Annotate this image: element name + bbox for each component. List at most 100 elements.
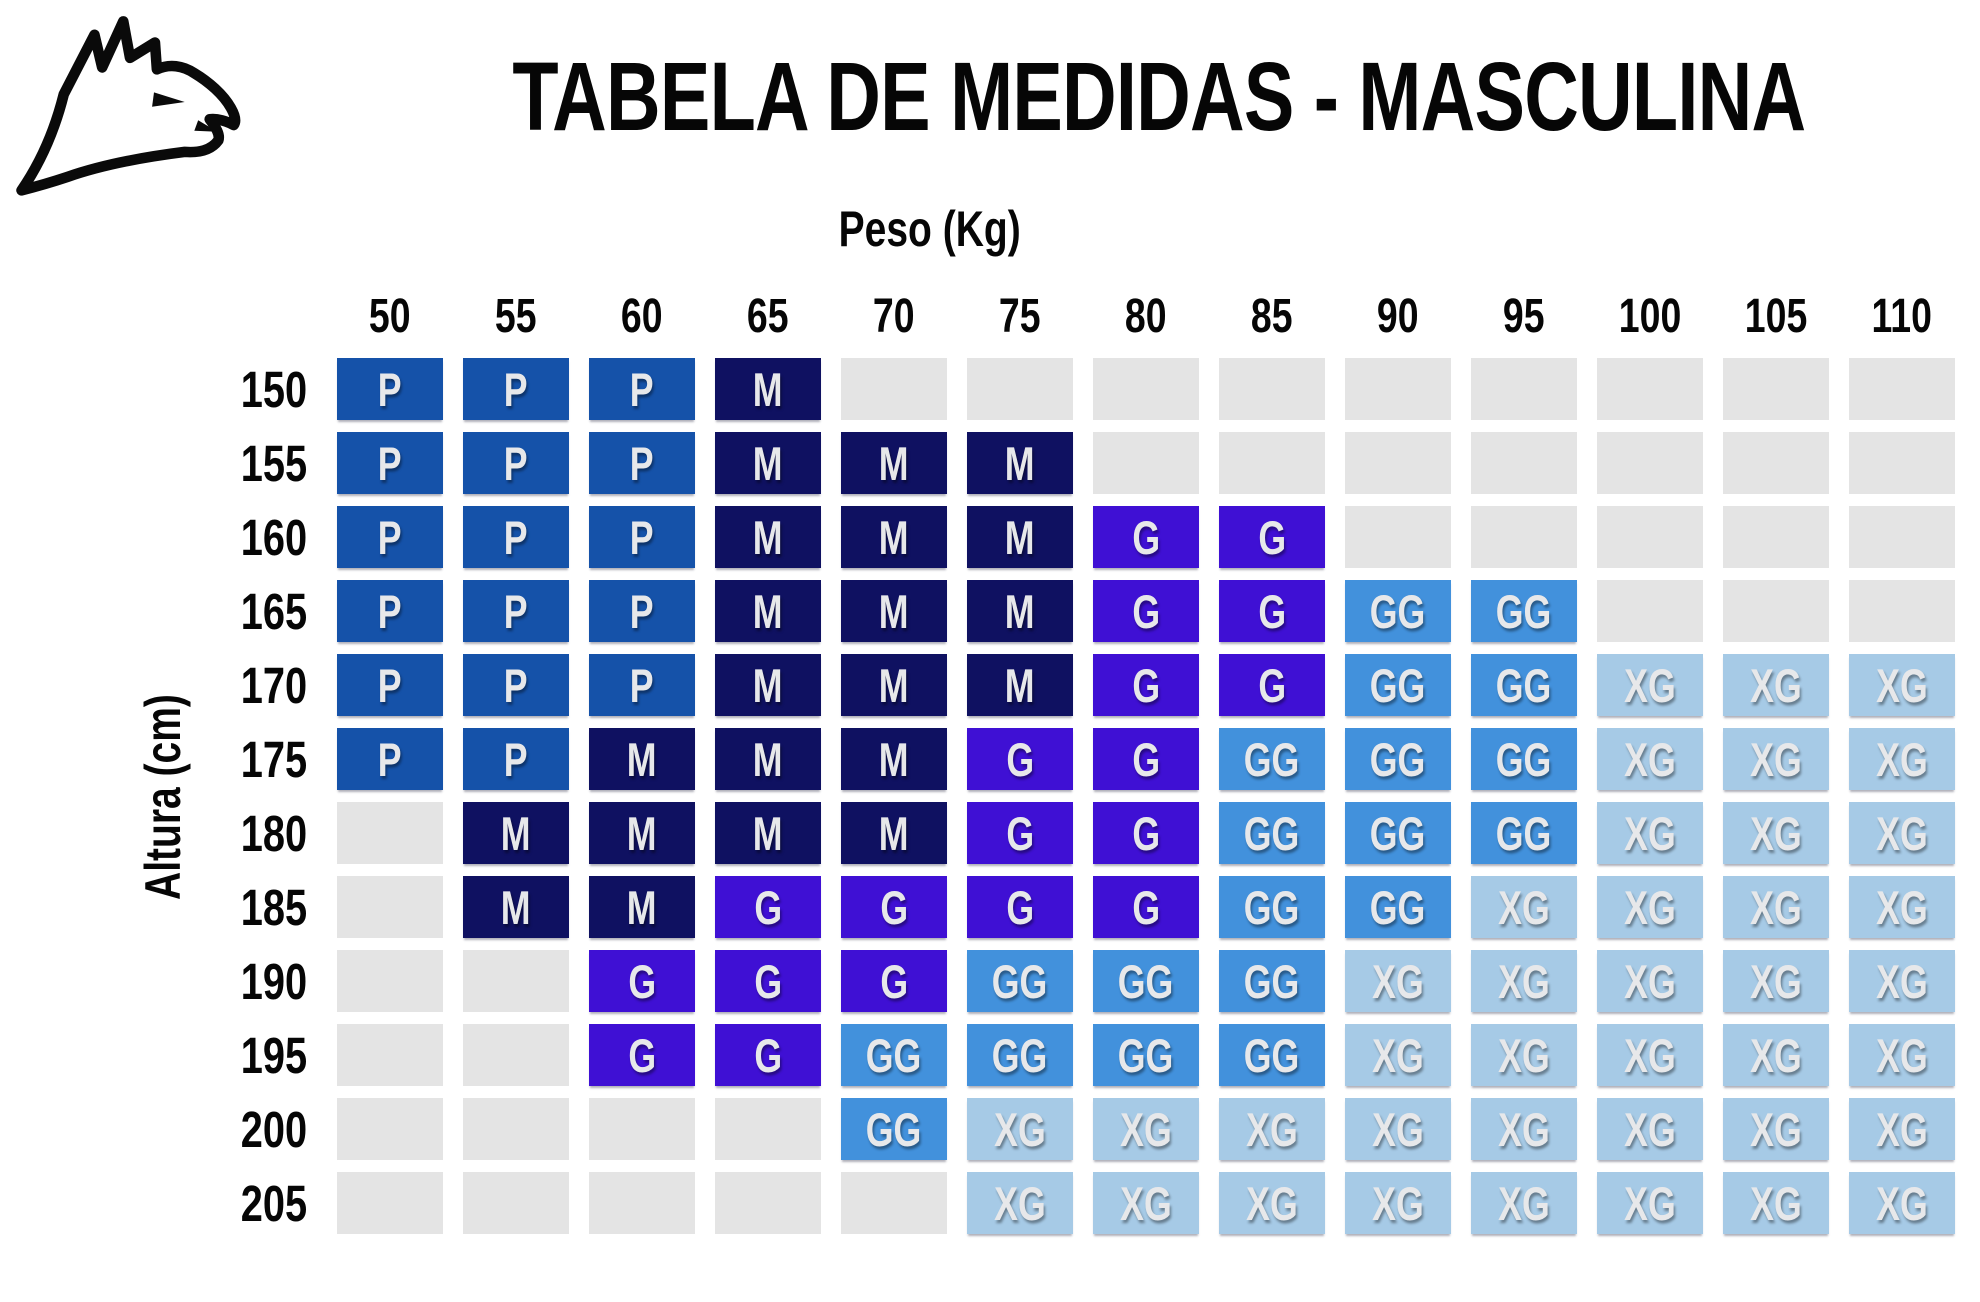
size-cell-text: XG <box>1876 1102 1928 1156</box>
size-cell-empty <box>1345 432 1451 494</box>
size-cell-empty <box>1219 432 1325 494</box>
size-cell-text: M <box>753 510 783 564</box>
size-cell-g: G <box>1093 654 1199 716</box>
size-cell-empty <box>337 1024 443 1086</box>
size-cell-empty <box>1723 432 1829 494</box>
size-cell-text: XG <box>1498 880 1550 934</box>
size-cell-text: XG <box>1876 732 1928 786</box>
size-cell-text: GG <box>1244 954 1300 1008</box>
size-cell-text: M <box>627 880 657 934</box>
size-cell-text: G <box>1132 880 1160 934</box>
size-cell-p: P <box>463 728 569 790</box>
size-cell-text: XG <box>1876 806 1928 860</box>
size-cell-xg: XG <box>1345 1172 1451 1234</box>
size-cell-gg: GG <box>1345 876 1451 938</box>
size-cell-text: XG <box>1624 880 1676 934</box>
size-cell-xg: XG <box>1723 728 1829 790</box>
size-cell-xg: XG <box>1345 1098 1451 1160</box>
weight-column-header: 90 <box>1345 284 1451 346</box>
size-cell-p: P <box>337 432 443 494</box>
size-cell-gg: GG <box>1219 950 1325 1012</box>
height-row-label: 195 <box>177 1024 317 1086</box>
size-cell-text: XG <box>1750 1176 1802 1230</box>
size-cell-empty <box>1345 358 1451 420</box>
size-cell-empty <box>463 1098 569 1160</box>
size-cell-text: XG <box>1750 880 1802 934</box>
size-cell-empty <box>1219 358 1325 420</box>
size-cell-text: M <box>753 362 783 416</box>
size-cell-xg: XG <box>1471 1172 1577 1234</box>
size-cell-m: M <box>841 506 947 568</box>
size-cell-text: M <box>879 806 909 860</box>
size-cell-text: M <box>753 806 783 860</box>
weight-column-header-text: 110 <box>1871 290 1933 343</box>
size-cell-p: P <box>337 506 443 568</box>
size-cell-text: GG <box>992 1028 1048 1082</box>
size-cell-m: M <box>967 432 1073 494</box>
size-cell-xg: XG <box>1219 1098 1325 1160</box>
height-row-label: 190 <box>177 950 317 1012</box>
height-row-label-text: 165 <box>240 582 307 640</box>
size-cell-p: P <box>589 506 695 568</box>
height-row-label: 155 <box>177 432 317 494</box>
weight-column-header-text: 85 <box>1251 290 1293 343</box>
size-cell-empty <box>1093 358 1199 420</box>
size-cell-xg: XG <box>1849 728 1955 790</box>
size-cell-g: G <box>589 1024 695 1086</box>
size-cell-text: M <box>627 806 657 860</box>
size-cell-gg: GG <box>967 950 1073 1012</box>
size-cell-xg: XG <box>1597 1024 1703 1086</box>
size-cell-text: XG <box>1876 954 1928 1008</box>
size-cell-text: XG <box>994 1102 1046 1156</box>
weight-column-header-text: 70 <box>873 290 915 343</box>
size-cell-text: M <box>753 658 783 712</box>
size-cell-text: G <box>1132 732 1160 786</box>
size-cell-text: M <box>879 584 909 638</box>
size-cell-text: G <box>880 954 908 1008</box>
weight-column-header-text: 55 <box>495 290 537 343</box>
size-cell-p: P <box>589 358 695 420</box>
height-row-label: 150 <box>177 358 317 420</box>
size-cell-g: G <box>1093 506 1199 568</box>
size-cell-gg: GG <box>841 1098 947 1160</box>
size-cell-text: XG <box>1372 1102 1424 1156</box>
size-cell-xg: XG <box>1849 876 1955 938</box>
height-row-label-text: 195 <box>240 1026 307 1084</box>
size-cell-gg: GG <box>1471 802 1577 864</box>
size-cell-m: M <box>967 580 1073 642</box>
size-cell-xg: XG <box>1093 1098 1199 1160</box>
size-cell-text: GG <box>1244 880 1300 934</box>
weight-column-header: 70 <box>841 284 947 346</box>
size-cell-xg: XG <box>1471 876 1577 938</box>
x-axis-label: Peso (Kg) <box>630 200 1230 258</box>
size-cell-text: P <box>504 584 528 638</box>
size-cell-xg: XG <box>1849 1098 1955 1160</box>
size-cell-text: P <box>378 584 402 638</box>
size-cell-text: P <box>504 436 528 490</box>
size-cell-text: GG <box>1370 732 1426 786</box>
size-cell-g: G <box>967 802 1073 864</box>
height-row-label-text: 205 <box>240 1174 307 1232</box>
grid-corner-spacer <box>177 284 317 346</box>
size-cell-empty <box>589 1172 695 1234</box>
size-cell-xg: XG <box>1723 950 1829 1012</box>
size-cell-xg: XG <box>1597 1172 1703 1234</box>
size-cell-empty <box>1723 358 1829 420</box>
size-cell-xg: XG <box>1597 950 1703 1012</box>
size-cell-text: XG <box>1498 1102 1550 1156</box>
size-cell-gg: GG <box>1345 654 1451 716</box>
eagle-head-icon <box>16 16 241 196</box>
size-cell-text: G <box>1006 880 1034 934</box>
weight-column-header-text: 80 <box>1125 290 1167 343</box>
size-cell-text: G <box>1132 658 1160 712</box>
height-row-label-text: 180 <box>240 804 307 862</box>
size-cell-text: XG <box>1624 732 1676 786</box>
size-cell-text: XG <box>1750 732 1802 786</box>
size-cell-g: G <box>589 950 695 1012</box>
size-cell-empty <box>841 1172 947 1234</box>
size-cell-text: P <box>378 658 402 712</box>
size-cell-text: GG <box>1370 880 1426 934</box>
size-cell-xg: XG <box>1219 1172 1325 1234</box>
size-cell-text: P <box>504 362 528 416</box>
